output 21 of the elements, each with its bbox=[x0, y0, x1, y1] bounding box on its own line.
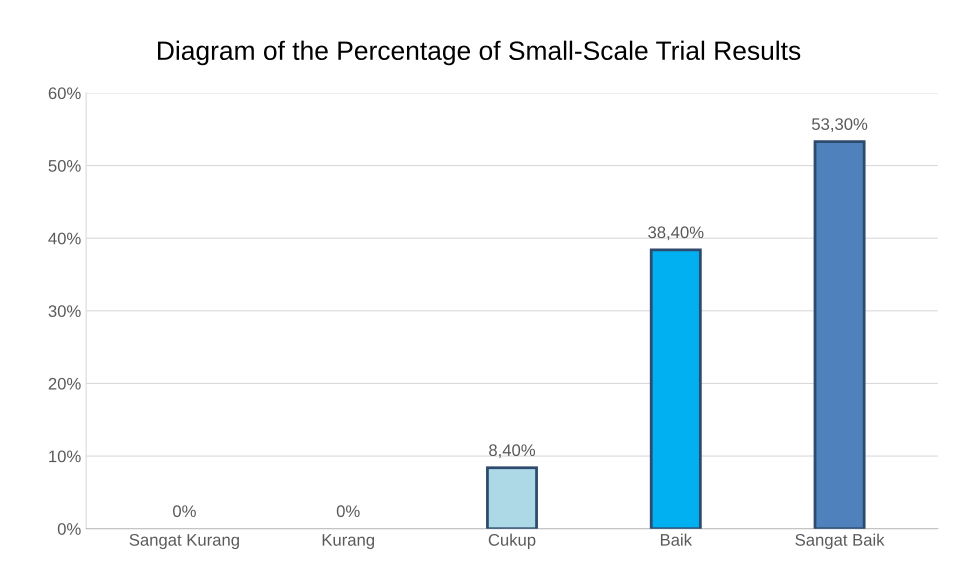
x-tick-label: Sangat Kurang bbox=[130, 534, 239, 550]
bar bbox=[650, 248, 702, 529]
data-label: 0% bbox=[336, 505, 360, 518]
y-tick-label: 40% bbox=[48, 232, 81, 244]
data-label: 53,30% bbox=[812, 118, 868, 132]
y-tick-label: 0% bbox=[58, 523, 81, 535]
y-tick-label: 10% bbox=[49, 450, 81, 462]
y-tick-label: 60% bbox=[48, 87, 81, 100]
y-tick-label: 50% bbox=[48, 160, 81, 172]
y-tick-label: 20% bbox=[48, 378, 81, 390]
data-label: 8,40% bbox=[489, 444, 536, 458]
data-label: 38,40% bbox=[648, 226, 704, 240]
bar bbox=[814, 140, 866, 529]
bar bbox=[486, 466, 538, 529]
x-tick-label: Kurang bbox=[322, 534, 374, 550]
x-tick-label: Cukup bbox=[488, 534, 536, 550]
x-tick-label: Baik bbox=[660, 534, 692, 546]
data-label: 0% bbox=[173, 505, 196, 518]
chart-title: Diagram of the Percentage of Small-Scale Trial Results bbox=[158, 40, 800, 66]
y-tick-label: 30% bbox=[48, 305, 81, 318]
x-tick-label: Sangat Baik bbox=[795, 534, 885, 550]
